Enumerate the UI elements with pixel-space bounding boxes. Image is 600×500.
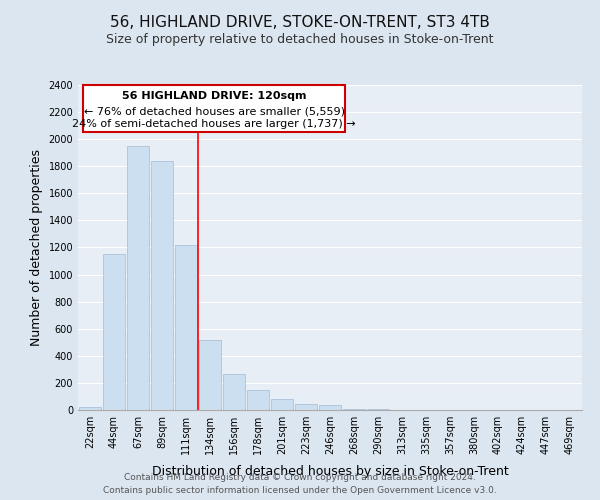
Bar	[319, 405, 341, 410]
Text: 56 HIGHLAND DRIVE: 120sqm: 56 HIGHLAND DRIVE: 120sqm	[122, 92, 307, 102]
Text: Contains HM Land Registry data © Crown copyright and database right 2024.
Contai: Contains HM Land Registry data © Crown c…	[103, 474, 497, 495]
Bar	[247, 390, 269, 410]
Text: ← 76% of detached houses are smaller (5,559): ← 76% of detached houses are smaller (5,…	[83, 106, 344, 116]
Y-axis label: Number of detached properties: Number of detached properties	[30, 149, 43, 346]
Bar	[223, 374, 245, 410]
Text: Size of property relative to detached houses in Stoke-on-Trent: Size of property relative to detached ho…	[106, 32, 494, 46]
Bar	[127, 146, 149, 410]
Bar	[271, 399, 293, 410]
Text: 24% of semi-detached houses are larger (1,737) →: 24% of semi-detached houses are larger (…	[72, 119, 356, 129]
Bar	[103, 254, 125, 410]
Bar	[295, 404, 317, 410]
Bar	[343, 408, 365, 410]
Bar	[175, 245, 197, 410]
Bar	[199, 340, 221, 410]
Bar	[79, 406, 101, 410]
Bar	[151, 161, 173, 410]
Text: 56, HIGHLAND DRIVE, STOKE-ON-TRENT, ST3 4TB: 56, HIGHLAND DRIVE, STOKE-ON-TRENT, ST3 …	[110, 15, 490, 30]
X-axis label: Distribution of detached houses by size in Stoke-on-Trent: Distribution of detached houses by size …	[152, 466, 508, 478]
Bar	[83, 85, 345, 132]
